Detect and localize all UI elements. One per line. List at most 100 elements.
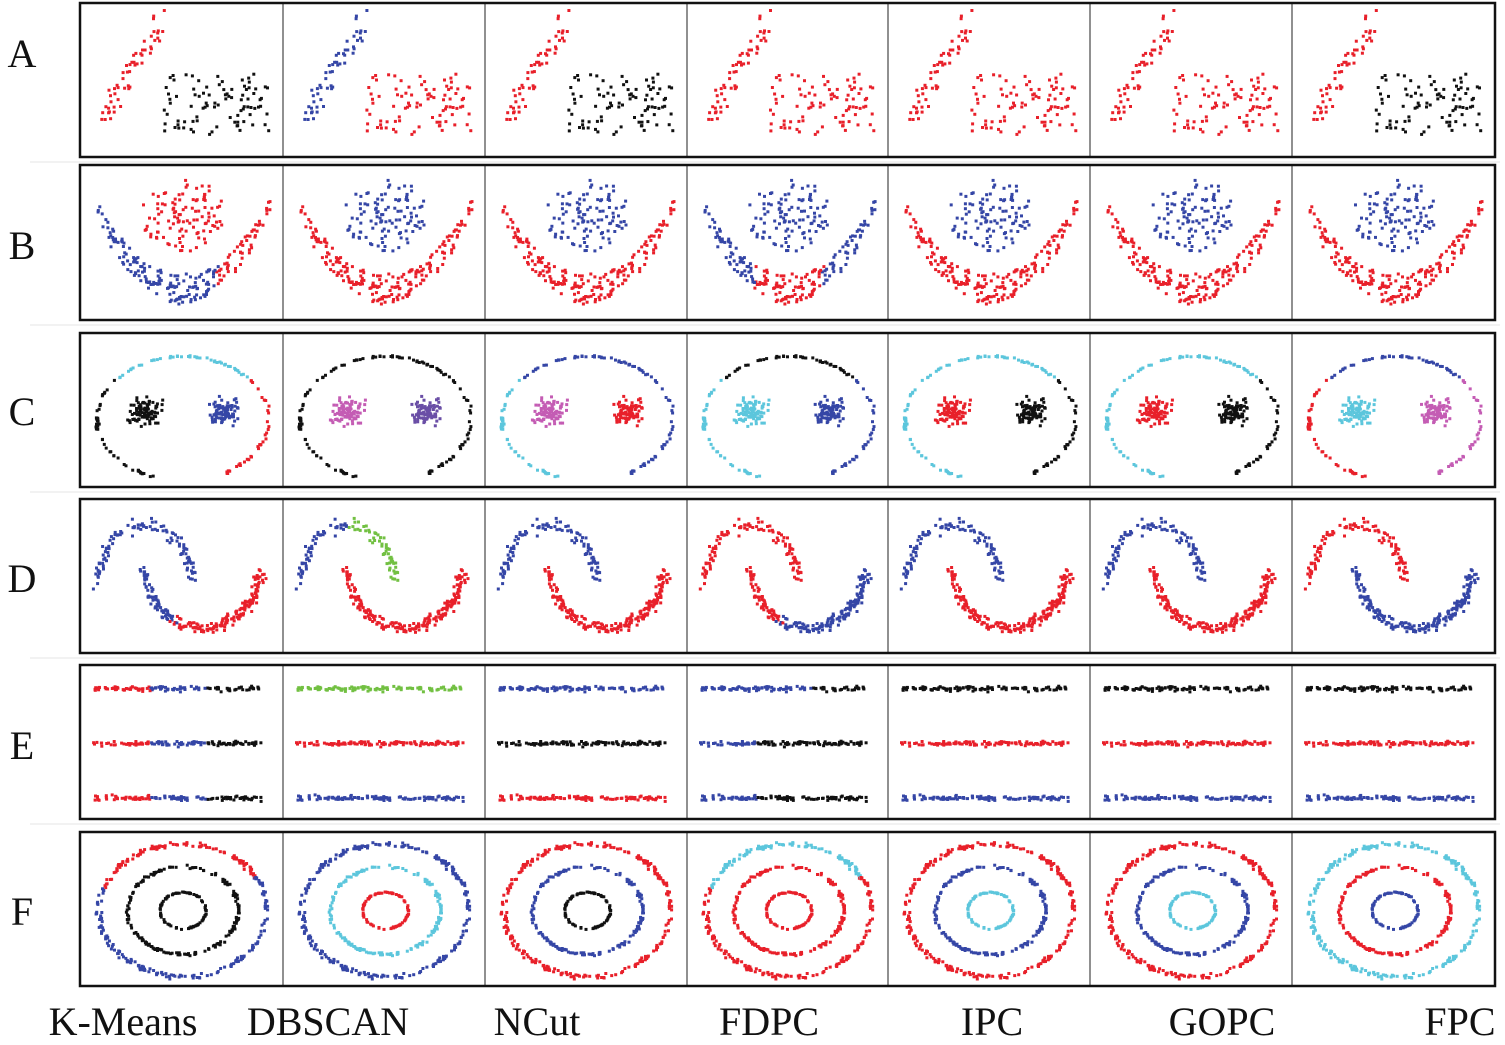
point-top-blob bbox=[1003, 198, 1006, 201]
point-lower-right bbox=[1182, 79, 1185, 82]
point-top-blob bbox=[1390, 213, 1393, 216]
point-lower-right bbox=[796, 105, 799, 108]
point-crescent-left bbox=[1333, 238, 1336, 241]
point-lower-right bbox=[1009, 107, 1012, 110]
point-lower-right bbox=[1478, 113, 1481, 116]
point-top-blob bbox=[359, 207, 362, 210]
point-lower-right bbox=[600, 119, 603, 122]
point-lower-right bbox=[822, 75, 825, 78]
point-lower-right bbox=[632, 95, 635, 98]
point-lower-right bbox=[1249, 98, 1252, 101]
point-lower-right bbox=[1031, 93, 1034, 96]
point-crescent-right bbox=[460, 220, 463, 223]
point-lower-right bbox=[992, 73, 995, 76]
point-arc-top bbox=[996, 354, 999, 357]
point-lower-right bbox=[1397, 73, 1400, 76]
point-lower-right bbox=[1056, 113, 1059, 116]
point-crescent-bottom bbox=[180, 295, 183, 298]
point-top-blob bbox=[1015, 212, 1018, 215]
point-arc-left bbox=[1161, 475, 1164, 478]
point-crescent-left bbox=[909, 225, 912, 228]
point-top-blob bbox=[377, 245, 380, 248]
point-lower-right bbox=[248, 86, 251, 89]
point-lower-right bbox=[1404, 120, 1407, 123]
point-arc-left bbox=[501, 417, 504, 420]
point-arc-top bbox=[359, 358, 362, 361]
point-lower-right bbox=[1041, 121, 1044, 124]
point-crescent-right bbox=[1480, 208, 1483, 211]
point-top-blob bbox=[164, 203, 167, 206]
point-arc-right bbox=[246, 458, 249, 461]
point-crescent-left bbox=[917, 245, 920, 248]
point-crescent-right bbox=[624, 279, 627, 282]
point-arc-top bbox=[927, 376, 930, 379]
point-upper-left bbox=[723, 98, 726, 101]
point-crescent-left bbox=[743, 269, 746, 272]
point-top-blob bbox=[360, 213, 363, 216]
point-crescent-right bbox=[845, 243, 848, 246]
point-top-blob bbox=[1204, 246, 1207, 249]
point-crescent-bottom bbox=[394, 286, 397, 289]
point-top-blob bbox=[395, 219, 398, 222]
point-arc-right bbox=[672, 405, 675, 408]
point-crescent-left bbox=[735, 247, 738, 250]
point-upper-left bbox=[356, 39, 359, 42]
point-crescent-right bbox=[1243, 267, 1246, 270]
point-lower-right bbox=[1071, 123, 1074, 126]
point-crescent-right bbox=[420, 269, 423, 272]
point-blob-right bbox=[1039, 424, 1042, 427]
point-arc-left bbox=[1133, 463, 1136, 466]
point-blob-left bbox=[161, 399, 164, 402]
point-top-blob bbox=[612, 216, 615, 219]
point-top-blob bbox=[207, 219, 210, 222]
point-lower-right bbox=[374, 74, 377, 77]
point-upper-left bbox=[355, 30, 358, 33]
point-crescent-right bbox=[1048, 257, 1051, 260]
point-upper-left bbox=[733, 71, 736, 74]
point-top-blob bbox=[578, 215, 581, 218]
point-blob-right bbox=[1024, 407, 1027, 410]
point-upper-left bbox=[756, 35, 759, 38]
point-blob-right bbox=[234, 405, 237, 408]
point-top-blob bbox=[181, 235, 184, 238]
point-arc-left bbox=[312, 450, 315, 453]
point-crescent-bottom bbox=[414, 275, 417, 278]
point-lower-right bbox=[1240, 88, 1243, 91]
point-top-blob bbox=[204, 241, 207, 244]
point-top-blob bbox=[953, 228, 956, 231]
point-arc-top bbox=[1186, 355, 1189, 358]
point-top-blob bbox=[1166, 195, 1169, 198]
point-lower-right bbox=[246, 105, 249, 108]
point-top-blob bbox=[178, 193, 181, 196]
point-blob-right bbox=[1018, 421, 1021, 424]
point-lower-right bbox=[398, 115, 401, 118]
point-arc-left bbox=[1105, 423, 1108, 426]
point-lower-right bbox=[654, 106, 657, 109]
point-blob-left bbox=[767, 403, 770, 406]
point-top-blob bbox=[146, 225, 149, 228]
point-blob-left bbox=[553, 422, 556, 425]
point-lower-right bbox=[441, 129, 444, 132]
point-lower-right bbox=[1381, 76, 1384, 79]
point-blob-right bbox=[622, 395, 625, 398]
point-crescent-bottom bbox=[599, 277, 602, 280]
point-crescent-bottom bbox=[174, 299, 177, 302]
point-top-blob bbox=[197, 231, 200, 234]
point-top-blob bbox=[558, 217, 561, 220]
point-blob-left bbox=[548, 423, 551, 426]
point-lower-right bbox=[387, 73, 390, 76]
point-lower-right bbox=[166, 113, 169, 116]
point-crescent-bottom bbox=[591, 289, 594, 292]
point-top-blob bbox=[824, 220, 827, 223]
point-top-blob bbox=[1368, 207, 1371, 210]
point-blob-left bbox=[1138, 421, 1141, 424]
point-crescent-left bbox=[514, 231, 517, 234]
point-lower-right bbox=[1028, 80, 1031, 83]
point-lower-right bbox=[1250, 94, 1253, 97]
point-crescent-right bbox=[1242, 250, 1245, 253]
point-arc-right bbox=[459, 387, 462, 390]
point-blob-left bbox=[1158, 400, 1161, 403]
point-top-blob bbox=[1204, 210, 1207, 213]
point-lower-right bbox=[208, 94, 211, 97]
point-top-blob bbox=[371, 227, 374, 230]
